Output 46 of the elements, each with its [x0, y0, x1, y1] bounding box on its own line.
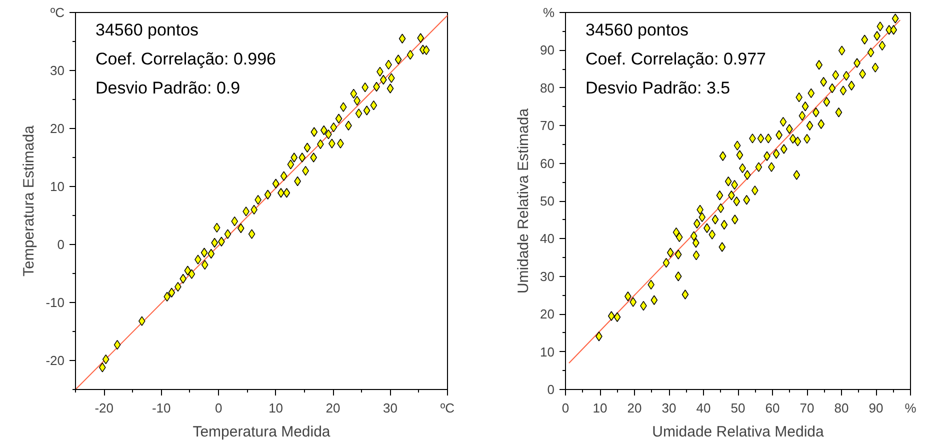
- y-tick-label: -20: [46, 353, 65, 368]
- y-tick-label: 40: [540, 231, 555, 246]
- x-tick-label: 10: [268, 400, 284, 416]
- x-tick-label: 20: [627, 400, 642, 416]
- x-axis-title: Temperatura Medida: [192, 424, 331, 440]
- y-tick-label: 10: [50, 179, 65, 194]
- annotation: 34560 pontos: [96, 20, 199, 40]
- x-tick-label: %: [904, 400, 917, 416]
- y-tick-label: -10: [46, 295, 65, 310]
- y-tick-label: 30: [50, 63, 65, 78]
- y-axis-title: Temperatura Estimada: [20, 124, 38, 276]
- x-tick-label: 70: [800, 400, 814, 416]
- y-tick-label: 90: [540, 42, 555, 58]
- y-tick-label: 30: [540, 268, 555, 284]
- annotation: Coef. Correlação: 0.996: [96, 50, 276, 68]
- y-tick-label: 80: [540, 80, 555, 96]
- y-tick-label: 0: [547, 382, 555, 397]
- x-tick-label: ºC: [440, 400, 455, 416]
- annotation: Desvio Padrão: 3.5: [586, 78, 730, 98]
- annotation: 34560 pontos: [586, 20, 689, 40]
- x-tick-label: 30: [662, 400, 676, 416]
- y-axis-title: Umidade Relativa Estimada: [515, 108, 532, 294]
- x-tick-label: 20: [326, 400, 340, 416]
- x-tick-label: 40: [696, 400, 711, 416]
- y-tick-label: 20: [540, 306, 555, 322]
- x-tick-label: 0: [214, 400, 222, 416]
- x-tick-label: -10: [152, 400, 171, 416]
- y-tick-label: 10: [540, 344, 555, 360]
- x-tick-label: 10: [592, 400, 608, 416]
- y-tick-label: 0: [57, 237, 65, 252]
- x-axis-title: Umidade Relativa Medida: [652, 424, 825, 440]
- x-tick-label: 80: [834, 400, 849, 416]
- x-tick-label: 50: [730, 400, 746, 416]
- annotation: Desvio Padrão: 0.9: [96, 78, 240, 98]
- x-tick-label: 0: [562, 400, 570, 416]
- x-tick-label: -20: [94, 400, 114, 416]
- y-tick-label: 60: [540, 156, 555, 171]
- x-tick-label: 90: [868, 400, 884, 416]
- annotation: Coef. Correlação: 0.977: [586, 50, 766, 68]
- x-tick-label: 60: [765, 400, 780, 416]
- y-tick-label: 50: [540, 194, 555, 208]
- y-tick-label: 70: [540, 118, 555, 134]
- y-tick-label: ºC: [50, 5, 65, 20]
- y-tick-label: %: [542, 5, 555, 20]
- x-tick-label: 30: [383, 400, 398, 416]
- y-tick-label: 20: [50, 121, 65, 136]
